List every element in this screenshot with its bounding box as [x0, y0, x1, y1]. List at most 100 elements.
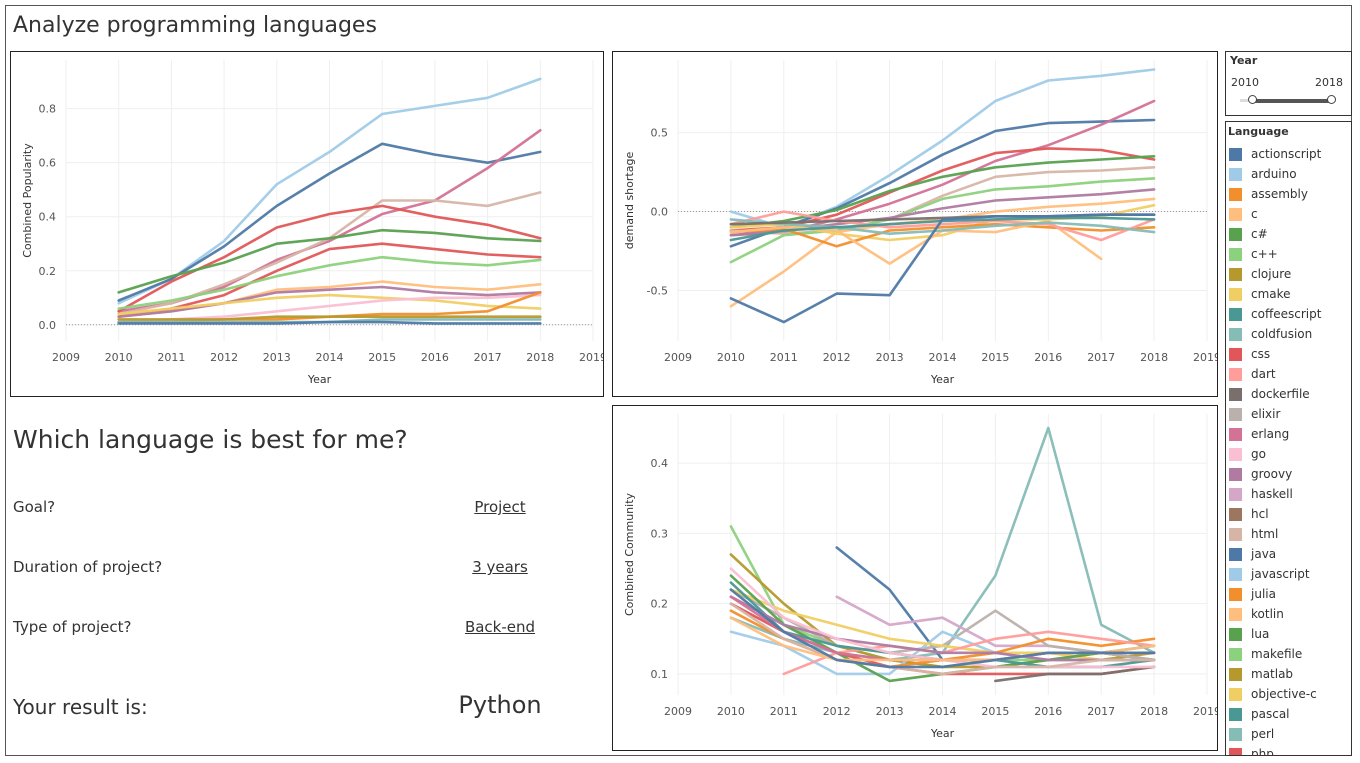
legend-label: kotlin	[1251, 607, 1284, 621]
legend-list: actionscript arduino assembly c c# c++ clojure…	[1229, 144, 1349, 756]
y-tick-label: 0.3	[651, 527, 669, 540]
legend-item[interactable]: actionscript	[1229, 144, 1349, 164]
legend-label: html	[1251, 527, 1279, 541]
legend-swatch	[1229, 687, 1242, 701]
legend-item[interactable]: hcl	[1229, 504, 1349, 524]
legend-item[interactable]: c#	[1229, 224, 1349, 244]
duration-answer[interactable]: 3 years	[472, 558, 528, 576]
legend-label: c#	[1251, 227, 1268, 241]
series-line	[729, 588, 1156, 669]
x-tick-label: 2013	[876, 705, 904, 718]
legend-item[interactable]: assembly	[1229, 184, 1349, 204]
legend-item[interactable]: lua	[1229, 624, 1349, 644]
legend-label: perl	[1251, 727, 1275, 741]
legend-item[interactable]: makefile	[1229, 644, 1349, 664]
legend-label: php	[1251, 747, 1274, 756]
legend-item[interactable]: kotlin	[1229, 604, 1349, 624]
language-legend: Language actionscript arduino assembly c c# c…	[1225, 121, 1352, 756]
legend-item[interactable]: clojure	[1229, 264, 1349, 284]
legend-swatch	[1229, 307, 1242, 321]
x-axis-title: Year	[930, 727, 955, 740]
legend-label: makefile	[1251, 647, 1303, 661]
legend-label: actionscript	[1251, 147, 1322, 161]
legend-label: objective-c	[1251, 687, 1317, 701]
legend-swatch	[1229, 567, 1242, 581]
series-line	[994, 665, 1156, 683]
series-line	[729, 213, 1156, 324]
x-tick-label: 2017	[1087, 705, 1115, 718]
legend-swatch	[1229, 747, 1242, 755]
year-max-label: 2018	[1315, 76, 1343, 89]
legend-item[interactable]: arduino	[1229, 164, 1349, 184]
legend-label: assembly	[1251, 187, 1308, 201]
x-tick-label: 2016	[421, 351, 449, 364]
legend-label: hcl	[1251, 507, 1269, 521]
x-tick-label: 2012	[823, 351, 851, 364]
legend-item[interactable]: java	[1229, 544, 1349, 564]
legend-item[interactable]: c	[1229, 204, 1349, 224]
legend-label: css	[1251, 347, 1271, 361]
legend-swatch	[1229, 167, 1242, 181]
legend-item[interactable]: erlang	[1229, 424, 1349, 444]
popularity-chart[interactable]: 2009 2010 2011 2012 2013 2014 2015 2016 2017 2018…	[10, 51, 604, 397]
legend-label: julia	[1251, 587, 1276, 601]
legend-item[interactable]: groovy	[1229, 464, 1349, 484]
community-chart[interactable]: 2009 2010 2011 2012 2013 2014 2015 2016 2017 2018…	[612, 405, 1218, 751]
legend-label: dockerfile	[1251, 387, 1310, 401]
legend-swatch	[1229, 187, 1242, 201]
legend-swatch	[1229, 287, 1242, 301]
legend-label: cmake	[1251, 287, 1291, 301]
year-slider-max-handle[interactable]	[1327, 95, 1336, 104]
series-line	[117, 320, 542, 325]
legend-label: lua	[1251, 627, 1270, 641]
project-type-answer[interactable]: Back-end	[464, 618, 536, 636]
legend-item[interactable]: objective-c	[1229, 684, 1349, 704]
x-tick-label: 2019	[579, 351, 603, 364]
series-line	[782, 630, 1156, 676]
year-filter: Year 2010 2018	[1225, 51, 1352, 116]
chart-svg: 2009 2010 2011 2012 2013 2014 2015 2016 2017 2018…	[623, 60, 1217, 386]
x-tick-label: 2009	[52, 351, 80, 364]
legend-swatch	[1229, 267, 1242, 281]
legend-label: elixir	[1251, 407, 1281, 421]
legend-item[interactable]: julia	[1229, 584, 1349, 604]
legend-item[interactable]: coldfusion	[1229, 324, 1349, 344]
legend-item[interactable]: dockerfile	[1229, 384, 1349, 404]
x-tick-label: 2017	[474, 351, 502, 364]
legend-item[interactable]: elixir	[1229, 404, 1349, 424]
legend-item[interactable]: c++	[1229, 244, 1349, 264]
legend-item[interactable]: haskell	[1229, 484, 1349, 504]
result-value: Python	[458, 691, 542, 719]
legend-label: java	[1251, 547, 1277, 561]
legend-item[interactable]: perl	[1229, 724, 1349, 744]
series-line	[729, 210, 1156, 242]
y-tick-label: 0.5	[651, 127, 669, 140]
legend-swatch	[1229, 147, 1242, 161]
legend-item[interactable]: css	[1229, 344, 1349, 364]
legend-swatch	[1229, 467, 1242, 481]
legend-item[interactable]: matlab	[1229, 664, 1349, 684]
legend-swatch	[1229, 347, 1242, 361]
legend-title: Language	[1228, 125, 1289, 138]
y-axis-title: demand shortage	[623, 152, 636, 250]
x-tick-label: 2010	[717, 351, 745, 364]
legend-item[interactable]: coffeescript	[1229, 304, 1349, 324]
goal-answer[interactable]: Project	[474, 498, 526, 516]
result-label: Your result is:	[13, 695, 148, 719]
y-tick-label: 0.2	[39, 265, 57, 278]
legend-item[interactable]: cmake	[1229, 284, 1349, 304]
legend-item[interactable]: html	[1229, 524, 1349, 544]
legend-item[interactable]: go	[1229, 444, 1349, 464]
legend-swatch	[1229, 527, 1242, 541]
legend-swatch	[1229, 607, 1242, 621]
y-axis-title: Combined Community	[623, 492, 636, 616]
legend-item[interactable]: javascript	[1229, 564, 1349, 584]
legend-item[interactable]: php	[1229, 744, 1349, 756]
x-tick-label: 2013	[263, 351, 291, 364]
demand-shortage-chart[interactable]: 2009 2010 2011 2012 2013 2014 2015 2016 2017 2018…	[612, 51, 1218, 397]
year-slider-range[interactable]	[1252, 99, 1332, 103]
legend-label: javascript	[1251, 567, 1310, 581]
legend-item[interactable]: dart	[1229, 364, 1349, 384]
year-slider-min-handle[interactable]	[1248, 95, 1257, 104]
legend-item[interactable]: pascal	[1229, 704, 1349, 724]
